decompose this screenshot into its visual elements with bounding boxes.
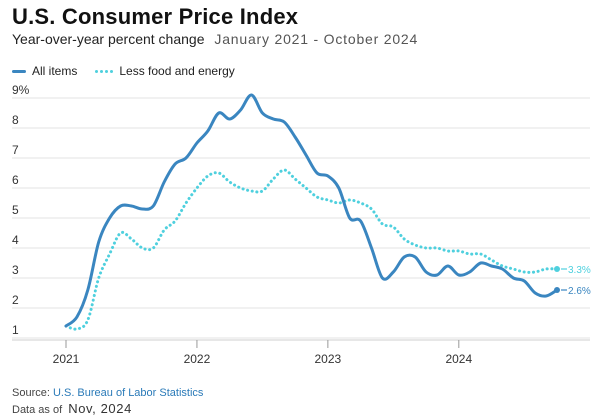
series-line-all-items xyxy=(64,93,559,328)
y-tick-label: 4 xyxy=(12,233,19,247)
data-as-of-note: Data as of Nov, 2024 xyxy=(12,401,132,416)
y-tick-label: 6 xyxy=(12,173,19,187)
date-range: January 2021 - October 2024 xyxy=(214,31,419,47)
source-note: Source: U.S. Bureau of Labor Statistics xyxy=(12,387,203,399)
chart-subtitle: Year-over-year percent change January 20… xyxy=(12,31,418,47)
chart-title: U.S. Consumer Price Index xyxy=(12,4,299,29)
end-label-all-items: 2.6% xyxy=(568,286,591,297)
x-tick-label: 2022 xyxy=(184,352,211,366)
chart-legend: All items Less food and energy xyxy=(12,64,235,78)
legend-swatch-dots xyxy=(95,69,114,73)
y-tick-label: 5 xyxy=(12,203,19,217)
subtitle-text: Year-over-year percent change xyxy=(12,31,205,47)
end-label-less-food-and-energy: 3.3% xyxy=(568,265,591,276)
y-tick-label: 9% xyxy=(12,83,30,97)
as-of-label: Data as of xyxy=(12,404,63,416)
legend-label: Less food and energy xyxy=(119,64,235,78)
legend-swatch-line xyxy=(12,69,26,73)
as-of-date: Nov, 2024 xyxy=(68,401,132,416)
y-tick-label: 1 xyxy=(12,323,19,337)
y-tick-label: 2 xyxy=(12,293,19,307)
y-tick-label: 7 xyxy=(12,143,19,157)
end-point-less-food-and-energy xyxy=(554,266,560,272)
y-tick-label: 8 xyxy=(12,113,19,127)
legend-item-all-items: All items xyxy=(12,64,77,78)
end-point-all-items xyxy=(554,287,560,293)
x-tick-label: 2024 xyxy=(445,352,472,366)
x-tick-label: 2021 xyxy=(53,352,80,366)
x-tick-label: 2023 xyxy=(315,352,342,366)
legend-label: All items xyxy=(32,64,78,78)
legend-item-core: Less food and energy xyxy=(95,64,235,78)
series-line-less-food-and-energy xyxy=(64,168,559,331)
source-prefix: Source: xyxy=(12,387,50,399)
source-link[interactable]: U.S. Bureau of Labor Statistics xyxy=(52,387,204,399)
y-tick-label: 3 xyxy=(12,263,19,277)
